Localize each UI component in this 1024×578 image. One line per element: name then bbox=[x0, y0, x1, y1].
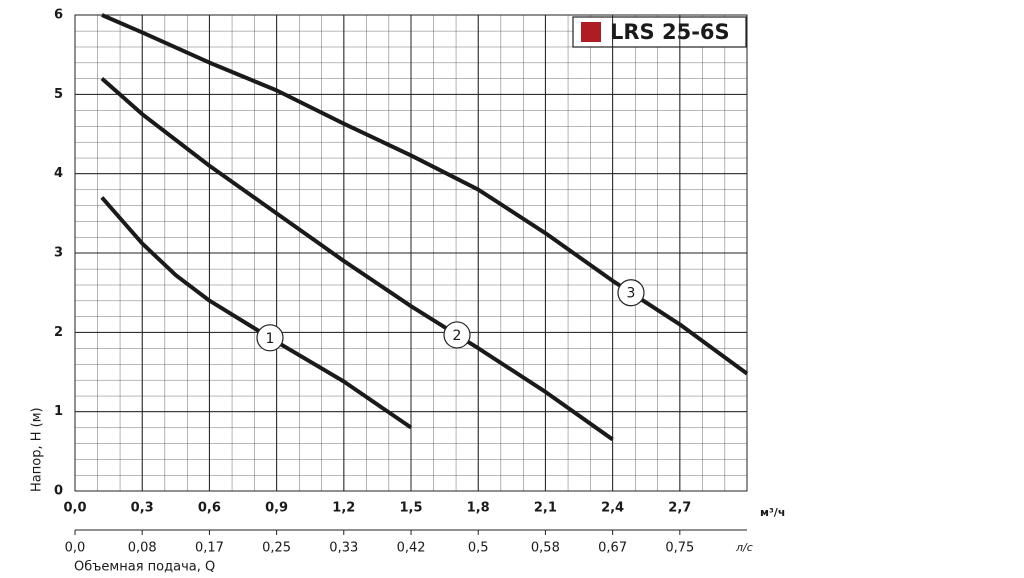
curve bbox=[100, 196, 413, 430]
y-tick-label: 0 bbox=[54, 484, 63, 499]
x2-tick-label: 0,33 bbox=[329, 541, 358, 556]
x-tick-label: 0,0 bbox=[63, 501, 86, 516]
y-tick-label: 5 bbox=[54, 87, 63, 102]
x2-tick-label: 0,42 bbox=[397, 541, 426, 556]
x2-unit: л/с bbox=[735, 541, 753, 554]
x-tick-label: 2,1 bbox=[534, 501, 557, 516]
y-tick-label: 1 bbox=[54, 404, 63, 419]
legend-box bbox=[572, 16, 747, 48]
x-tick-label: 0,3 bbox=[131, 501, 154, 516]
x2-tick-label: 0,58 bbox=[531, 541, 560, 556]
legend-title: LRS 25-6S bbox=[610, 20, 730, 44]
curve-label: 2 bbox=[453, 328, 462, 344]
x-tick-label: 1,5 bbox=[399, 501, 422, 516]
curve-label: 3 bbox=[627, 286, 636, 302]
x-tick-label: 2,4 bbox=[601, 501, 624, 516]
x-tick-label: 0,6 bbox=[198, 501, 221, 516]
y-tick-label: 6 bbox=[54, 8, 63, 23]
x2-tick-label: 0,5 bbox=[468, 541, 489, 556]
curve-label-circle bbox=[443, 321, 471, 349]
y-label: Напор, H (м) bbox=[30, 407, 45, 492]
x2-tick-label: 0,17 bbox=[195, 541, 224, 556]
legend: LRS 25-6S bbox=[572, 16, 747, 48]
x-tick-label: 1,2 bbox=[332, 501, 355, 516]
x-tick-label: 1,8 bbox=[467, 501, 490, 516]
x2-tick-label: 0,08 bbox=[128, 541, 157, 556]
curve bbox=[100, 76, 614, 442]
x2-tick-label: 0,67 bbox=[598, 541, 627, 556]
legend-swatch bbox=[581, 22, 601, 42]
x-unit: м³/ч bbox=[760, 506, 785, 519]
x2-tick-label: 0,25 bbox=[262, 541, 291, 556]
curve-label: 1 bbox=[266, 331, 275, 347]
y-tick-label: 3 bbox=[54, 246, 63, 261]
y-tick-label: 2 bbox=[54, 325, 63, 340]
y-tick-label: 4 bbox=[54, 166, 63, 181]
x-tick-label: 2,7 bbox=[668, 501, 691, 516]
x2-label: Объемная подача, Q bbox=[74, 560, 215, 575]
x2-tick-label: 0,75 bbox=[665, 541, 694, 556]
curve-label-circle bbox=[256, 324, 284, 352]
x-tick-label: 0,9 bbox=[265, 501, 288, 516]
x2-tick-label: 0,0 bbox=[65, 541, 86, 556]
curve-label-circle bbox=[617, 279, 645, 307]
